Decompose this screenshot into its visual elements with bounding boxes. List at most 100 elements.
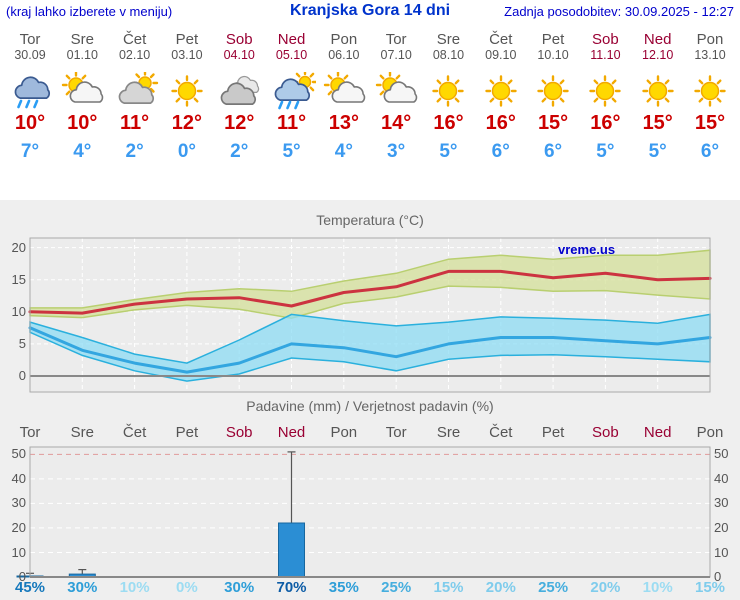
precip-ytick-left-label: 20 — [11, 519, 26, 535]
precip-ytick-left-label: 50 — [11, 446, 26, 462]
sun-icon — [634, 72, 682, 112]
day-date-label: 02.10 — [118, 48, 151, 62]
sun-icon — [581, 72, 629, 112]
precip-ytick-right-label: 50 — [714, 446, 729, 462]
precip-prob-label: 35% — [328, 579, 359, 596]
day-date-label: 03.10 — [171, 48, 203, 62]
max-temp-line — [28, 269, 712, 315]
precip-prob-label: 10% — [642, 579, 673, 596]
precip-day-label: Sob — [225, 424, 253, 441]
tmax-value: 15° — [537, 112, 569, 134]
precip-day-label: Pet — [175, 424, 199, 441]
tmin-value: 6° — [700, 141, 720, 162]
temp-plot-frame — [29, 237, 711, 393]
day-date-label: 08.10 — [432, 48, 465, 62]
day-name-label: Ned — [277, 31, 306, 48]
precip-prob-label: 20% — [485, 579, 516, 596]
day-name-label: Pon — [330, 31, 358, 48]
precip-day-label: Sre — [436, 424, 461, 441]
temp-chart-title: Temperatura (°C) — [316, 212, 424, 228]
precip-prob-label: 0% — [176, 579, 198, 596]
day-name-label: Tor — [19, 31, 41, 48]
precip-ytick-left-label: 10 — [11, 544, 26, 560]
precip-day-label: Pon — [696, 424, 724, 441]
temp-ytick-label: 20 — [11, 239, 26, 255]
tmin-value: 7° — [20, 141, 40, 162]
tmax-value: 16° — [590, 112, 621, 134]
day-name-label: Sre — [436, 31, 461, 48]
day-name-label: Čet — [489, 31, 513, 48]
temp-ytick-label: 0 — [18, 368, 26, 383]
day-date-label: 11.10 — [590, 48, 621, 62]
precip-day-label: Pon — [330, 424, 358, 441]
precip-bar — [278, 522, 305, 578]
precip-prob-label: 70% — [276, 579, 307, 596]
tmin-value: 0° — [177, 141, 196, 162]
day-name-label: Sob — [225, 31, 253, 48]
watermark-link[interactable]: vreme.us — [558, 242, 616, 257]
precip-prob-label: 30% — [67, 579, 98, 596]
sun-cloud-icon — [372, 70, 420, 112]
temp-ytick-label: 5 — [18, 335, 26, 351]
precip-prob-label: 30% — [224, 579, 255, 596]
sun-cloud-icon — [320, 70, 368, 112]
tmax-value: 16° — [485, 112, 516, 134]
precip-day-label: Sob — [592, 424, 619, 441]
precip-prob-label: 45% — [14, 579, 46, 596]
day-name-label: Tor — [385, 31, 407, 48]
tmin-value: 5° — [648, 141, 667, 162]
tmin-value: 4° — [334, 141, 353, 162]
day-name-label: Pon — [696, 31, 724, 48]
menu-hint: (kraj lahko izberete v meniju) — [6, 4, 173, 19]
precip-ytick-left-label: 30 — [11, 495, 26, 511]
day-date-label: 04.10 — [223, 48, 255, 62]
page-title: Kranjska Gora 14 dni — [289, 2, 451, 19]
day-date-label: 09.10 — [485, 48, 517, 62]
tmin-value: 4° — [73, 141, 92, 162]
tmin-value: 2° — [230, 141, 249, 162]
precip-prob-label: 20% — [590, 579, 621, 596]
day-name-label: Čet — [122, 31, 147, 48]
tmin-value: 5° — [439, 141, 458, 162]
cloud-sun-icon — [111, 69, 159, 112]
temp-ytick-label: 15 — [11, 271, 26, 287]
precip-ytick-right-label: 10 — [714, 544, 729, 560]
day-date-label: 01.10 — [66, 48, 98, 62]
last-updated: Zadnja posodobitev: 30.09.2025 - 12:27 — [504, 4, 734, 19]
day-name-label: Pet — [541, 31, 565, 48]
precip-ytick-right-label: 0 — [714, 569, 722, 584]
tmin-value: 3° — [387, 141, 406, 162]
min-temp-line — [28, 326, 712, 374]
tmin-value: 5° — [282, 141, 301, 162]
sun-icon — [529, 72, 577, 112]
sun-icon — [686, 72, 734, 112]
precip-prob-label: 15% — [433, 579, 464, 596]
precip-day-label: Čet — [489, 424, 513, 441]
cloudy-icon — [215, 72, 263, 112]
day-date-label: 10.10 — [537, 48, 569, 62]
precip-prob-label: 25% — [381, 579, 412, 596]
day-date-label: 06.10 — [328, 48, 360, 62]
precip-day-label: Pet — [541, 424, 565, 441]
precip-ytick-left-label: 0 — [18, 569, 26, 584]
precip-chart-title: Padavine (mm) / Verjetnost padavin (%) — [246, 398, 494, 414]
precip-ytick-left-label: 40 — [11, 470, 26, 486]
precip-prob-label: 15% — [694, 579, 726, 596]
tmax-value: 16° — [433, 112, 464, 134]
day-name-label: Pet — [175, 31, 199, 48]
precip-prob-label: 10% — [119, 579, 150, 596]
tmax-value: 12° — [224, 112, 255, 134]
rain-sun-icon — [268, 69, 318, 112]
tmax-value: 12° — [171, 112, 203, 134]
precip-ytick-right-label: 40 — [714, 470, 729, 486]
tmax-value: 15° — [694, 112, 726, 134]
sun-icon — [477, 72, 525, 112]
precip-day-label: Sre — [70, 424, 94, 441]
precip-day-label: Ned — [277, 424, 306, 441]
sun-icon — [424, 72, 472, 112]
day-name-label: Sob — [592, 31, 619, 48]
precip-prob-label: 25% — [538, 579, 569, 596]
precip-plot-area — [30, 447, 710, 577]
